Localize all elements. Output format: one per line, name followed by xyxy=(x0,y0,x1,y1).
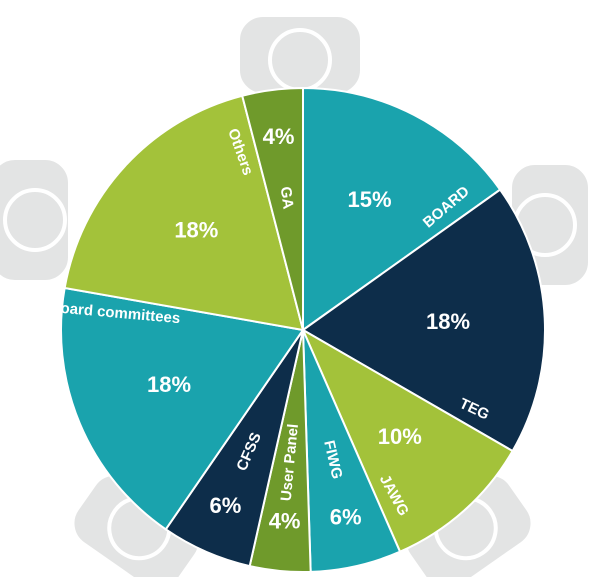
value-label: 18% xyxy=(147,372,191,397)
value-label: 10% xyxy=(378,424,422,449)
pie-slice xyxy=(302,86,502,332)
pie-slice xyxy=(63,94,305,332)
pie-slice xyxy=(241,86,304,331)
value-label: 15% xyxy=(348,187,392,212)
pie-slice xyxy=(60,286,305,531)
value-label: 18% xyxy=(174,217,218,242)
value-label: 6% xyxy=(330,505,362,530)
pie-slice xyxy=(300,327,514,554)
value-label: 6% xyxy=(209,493,241,518)
value-label: 4% xyxy=(263,124,295,149)
pie-slice xyxy=(301,188,546,453)
value-label: 18% xyxy=(426,309,470,334)
category-label: GA xyxy=(277,186,297,211)
value-label: 4% xyxy=(269,509,301,534)
